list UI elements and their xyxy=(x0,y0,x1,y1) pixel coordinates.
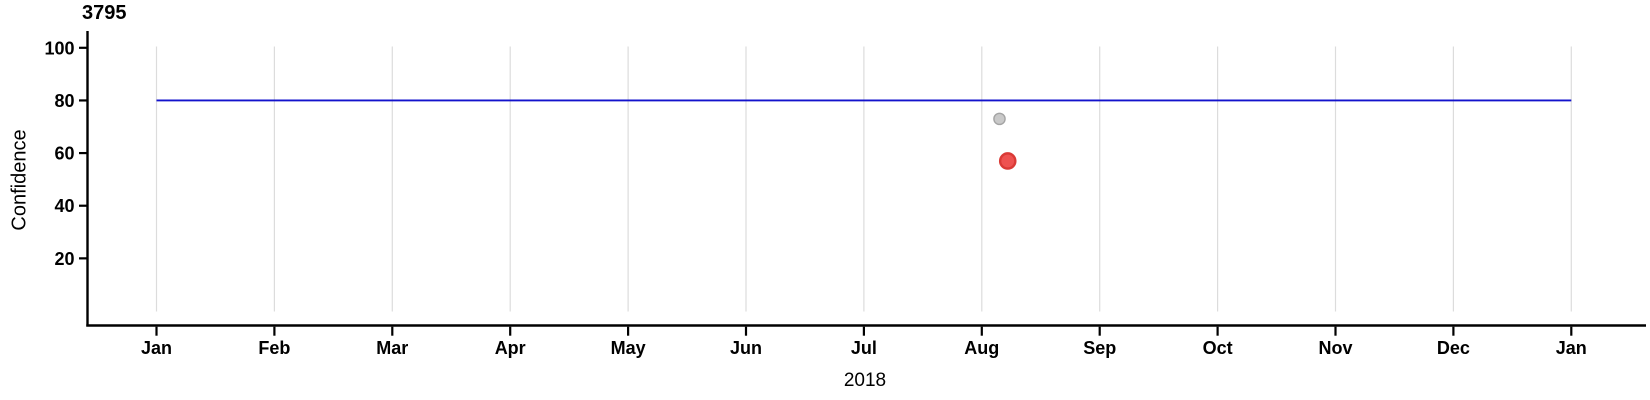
x-tick-label: Mar xyxy=(376,338,408,358)
y-tick-label: 40 xyxy=(54,196,74,216)
x-tick-label: Oct xyxy=(1203,338,1233,358)
chart-title: 3795 xyxy=(82,2,127,24)
x-tick-label: Aug xyxy=(964,338,999,358)
y-tick-label: 80 xyxy=(54,91,74,111)
x-tick-label: Dec xyxy=(1437,338,1470,358)
data-gray-point xyxy=(993,112,1006,126)
x-tick-label: Jun xyxy=(730,338,762,358)
y-tick-label: 20 xyxy=(54,249,74,269)
x-tick-label: Jan xyxy=(1556,338,1587,358)
y-tick-label: 100 xyxy=(44,38,74,58)
x-tick-label: Apr xyxy=(495,338,526,358)
x-axis-title: 2018 xyxy=(843,370,887,391)
x-tick-label: Sep xyxy=(1083,338,1116,358)
x-tick-label: May xyxy=(611,338,646,358)
x-tick-label: Jan xyxy=(141,338,172,358)
x-tick-label: Nov xyxy=(1318,338,1352,358)
y-tick-label: 60 xyxy=(54,144,74,164)
x-tick-label: Jul xyxy=(851,338,877,358)
data-red-point xyxy=(998,152,1017,170)
x-tick-label: Feb xyxy=(258,338,290,358)
